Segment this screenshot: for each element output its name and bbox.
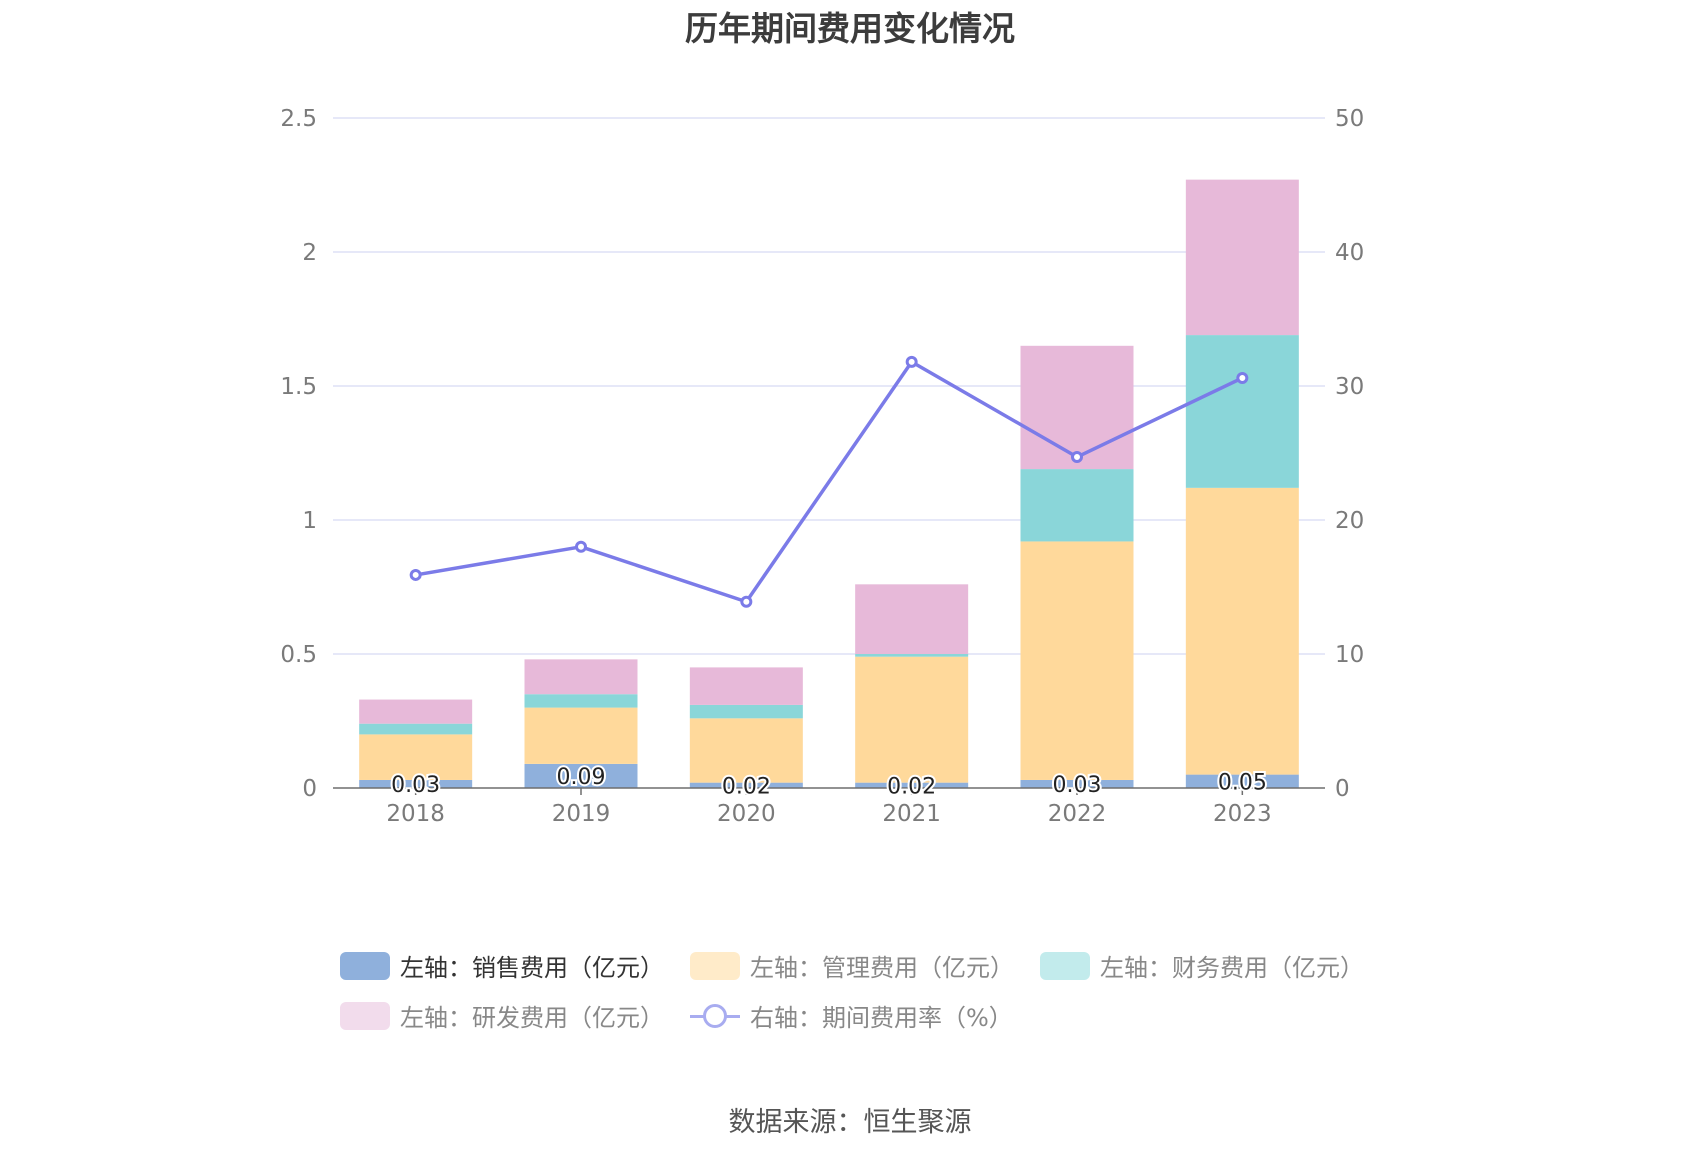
sales-value-label: 0.02 xyxy=(722,774,771,799)
bar-rnd-2021 xyxy=(855,584,969,654)
x-tick-label: 2023 xyxy=(1213,801,1272,827)
data-labels: 0.03 0.09 0.02 0.02 0.03 0.05 xyxy=(389,763,1269,801)
left-tick-label: 2 xyxy=(302,240,317,266)
legend-label-finance: 左轴：财务费用（亿元） xyxy=(1100,954,1364,982)
legend-item-sales[interactable]: 左轴：销售费用（亿元） xyxy=(340,948,664,983)
bar-sales-2022 xyxy=(1020,779,1134,788)
bar-admin-2019 xyxy=(524,707,638,764)
rate-point-2020 xyxy=(740,595,753,608)
legend-label-rate: 右轴：期间费用率（%） xyxy=(750,1004,1013,1032)
bar-finance-2018 xyxy=(359,723,473,735)
sales-value-label: 0.03 xyxy=(391,773,440,798)
bar-finance-2023 xyxy=(1185,335,1299,488)
right-tick-label: 0 xyxy=(1335,776,1350,802)
legend-line-icon xyxy=(690,1002,740,1030)
bar-finance-2021 xyxy=(855,654,969,657)
legend-label-admin: 左轴：管理费用（亿元） xyxy=(750,954,1014,982)
bar-rnd-2018 xyxy=(359,699,473,724)
bar-admin-2020 xyxy=(689,718,803,783)
rate-point-2022 xyxy=(1071,451,1083,464)
left-tick-label: 0.5 xyxy=(280,642,317,668)
bar-admin-2022 xyxy=(1020,541,1134,780)
bar-finance-2019 xyxy=(524,694,638,708)
left-tick-label: 0 xyxy=(302,776,317,802)
sales-value-label: 0.03 xyxy=(1053,773,1102,798)
rate-point-2019 xyxy=(575,540,587,553)
sales-value-label: 0.09 xyxy=(557,765,606,790)
legend-swatch-rnd xyxy=(340,1001,390,1030)
bar-admin-2018 xyxy=(359,734,473,780)
bar-sales-2021 xyxy=(855,782,969,788)
bar-finance-2022 xyxy=(1020,469,1134,542)
legend-swatch-finance xyxy=(1040,951,1090,980)
legend-label-rnd: 左轴：研发费用（亿元） xyxy=(400,1004,664,1032)
x-tick-label: 2018 xyxy=(386,801,445,827)
right-tick-label: 40 xyxy=(1335,240,1364,266)
data-source: 数据来源：恒生聚源 xyxy=(728,1107,972,1138)
right-tick-label: 10 xyxy=(1335,642,1364,668)
rate-point-2023 xyxy=(1236,371,1249,384)
bar-admin-2021 xyxy=(855,656,969,783)
left-tick-label: 2.5 xyxy=(280,106,317,132)
right-tick-label: 20 xyxy=(1335,508,1364,534)
rate-line xyxy=(415,360,1244,604)
bar-sales-2020 xyxy=(689,782,803,788)
rate-point-2018 xyxy=(409,568,422,581)
legend-swatch-admin xyxy=(690,951,740,980)
bar-series xyxy=(359,179,1299,788)
legend-label-sales: 左轴：销售费用（亿元） xyxy=(400,954,664,982)
bar-rnd-2019 xyxy=(524,659,638,695)
bar-rnd-2022 xyxy=(1020,345,1134,470)
right-axis: 0 10 20 30 40 50 xyxy=(1335,106,1364,802)
sales-value-label: 0.05 xyxy=(1218,770,1267,795)
x-tick-label: 2022 xyxy=(1048,801,1107,827)
legend-item-finance[interactable]: 左轴：财务费用（亿元） xyxy=(1040,948,1364,983)
x-axis: 2018 2019 2020 2021 2022 2023 xyxy=(333,787,1325,827)
bar-rnd-2020 xyxy=(689,667,803,705)
x-tick-label: 2019 xyxy=(552,801,611,827)
left-tick-label: 1 xyxy=(302,508,317,534)
bar-sales-2023 xyxy=(1185,774,1299,788)
rate-line-series xyxy=(409,355,1249,608)
legend-item-admin[interactable]: 左轴：管理费用（亿元） xyxy=(690,948,1014,983)
left-axis: 0 0.5 1 1.5 2 2.5 xyxy=(280,106,317,802)
x-tick-label: 2021 xyxy=(882,801,941,827)
legend-item-rate[interactable]: 右轴：期间费用率（%） xyxy=(690,998,1013,1033)
gridlines xyxy=(333,117,1325,655)
bar-sales-2018 xyxy=(359,779,473,788)
legend-swatch-sales xyxy=(340,951,390,980)
bar-admin-2023 xyxy=(1185,487,1299,775)
bar-finance-2020 xyxy=(689,704,803,719)
sales-value-label: 0.02 xyxy=(887,774,936,799)
left-tick-label: 1.5 xyxy=(280,374,317,400)
bar-rnd-2023 xyxy=(1185,179,1299,336)
chart-title: 历年期间费用变化情况 xyxy=(685,9,1015,48)
right-tick-label: 50 xyxy=(1335,106,1364,132)
right-tick-label: 30 xyxy=(1335,374,1364,400)
x-tick-label: 2020 xyxy=(717,801,776,827)
legend-item-rnd[interactable]: 左轴：研发费用（亿元） xyxy=(340,998,664,1033)
bar-sales-2019 xyxy=(524,763,638,788)
rate-point-2021 xyxy=(905,355,918,368)
